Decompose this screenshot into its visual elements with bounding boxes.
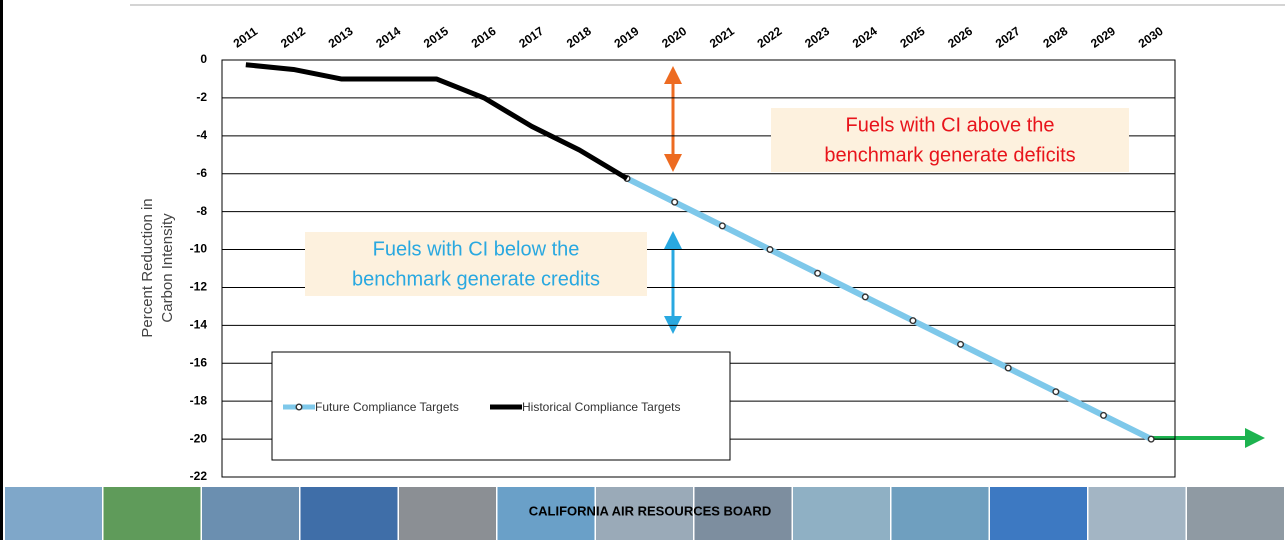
point xyxy=(862,294,868,300)
slide: CALIFORNIA AIR RESOURCES BOARD 0 -2 -4 -6 -8 -… xyxy=(0,0,1285,540)
y-tick-label: -2 xyxy=(196,90,207,104)
x-tick-label: 2026 xyxy=(945,24,975,51)
y-tick-label: -20 xyxy=(190,431,208,445)
photo xyxy=(104,487,201,540)
x-tick-label: 2025 xyxy=(897,24,927,51)
legend-label: Historical Compliance Targets xyxy=(522,400,681,414)
point xyxy=(720,223,726,229)
annotation-text: benchmark generate deficits xyxy=(824,144,1075,166)
x-tick-label: 2019 xyxy=(612,24,642,51)
x-tick-label: 2014 xyxy=(373,24,403,51)
x-tick-label: 2021 xyxy=(707,24,737,51)
point xyxy=(815,270,821,276)
x-tick-label: 2017 xyxy=(516,24,546,51)
y-tick-label: -14 xyxy=(190,318,208,332)
x-tick-label: 2013 xyxy=(326,24,356,51)
point xyxy=(672,199,678,205)
photo xyxy=(1187,487,1284,540)
x-tick-label: 2022 xyxy=(755,24,785,51)
photo xyxy=(5,487,102,540)
y-tick-label: -8 xyxy=(196,204,207,218)
x-tick-label: 2029 xyxy=(1088,24,1118,51)
x-tick-label: 2011 xyxy=(231,24,261,51)
y-tick-label: -4 xyxy=(196,128,207,142)
y-tick-label: -12 xyxy=(190,280,208,294)
annotation-text: benchmark generate credits xyxy=(352,268,600,290)
y-tick-label: -22 xyxy=(190,469,208,483)
x-tick-label: 2030 xyxy=(1136,24,1166,51)
point xyxy=(1148,436,1154,442)
point xyxy=(1005,365,1011,371)
photo xyxy=(892,487,989,540)
y-axis-label: Percent Reduction in xyxy=(139,198,156,337)
series-line xyxy=(246,65,627,179)
x-tick-label: 2015 xyxy=(421,24,451,51)
y-tick-label: -16 xyxy=(190,355,208,369)
x-tick-label: 2023 xyxy=(802,24,832,51)
point xyxy=(910,318,916,324)
photo xyxy=(1089,487,1186,540)
annotation-text: Fuels with CI below the xyxy=(373,238,580,260)
point xyxy=(958,342,964,348)
point xyxy=(1053,389,1059,395)
x-tick-label: 2027 xyxy=(993,24,1023,51)
photo xyxy=(793,487,890,540)
y-tick-label: -10 xyxy=(190,242,208,256)
photo xyxy=(301,487,398,540)
footer: CALIFORNIA AIR RESOURCES BOARD xyxy=(529,503,771,518)
x-tick-label: 2016 xyxy=(469,24,499,51)
y-axis-label: Carbon Intensity xyxy=(159,213,176,323)
x-tick-label: 2018 xyxy=(564,24,594,51)
x-tick-label: 2020 xyxy=(659,24,689,51)
y-tick-label: 0 xyxy=(200,52,207,66)
point xyxy=(1101,413,1107,419)
point xyxy=(767,247,773,253)
x-tick-label: 2012 xyxy=(278,24,308,51)
x-tick-label: 2024 xyxy=(850,24,880,51)
y-tick-label: -6 xyxy=(196,166,207,180)
legend-marker xyxy=(296,404,302,410)
legend-label: Future Compliance Targets xyxy=(315,400,459,414)
y-tick-label: -18 xyxy=(190,393,208,407)
photo xyxy=(990,487,1087,540)
annotation-text: Fuels with CI above the xyxy=(846,114,1055,136)
x-tick-label: 2028 xyxy=(1040,24,1070,51)
photo xyxy=(202,487,299,540)
photo xyxy=(399,487,496,540)
